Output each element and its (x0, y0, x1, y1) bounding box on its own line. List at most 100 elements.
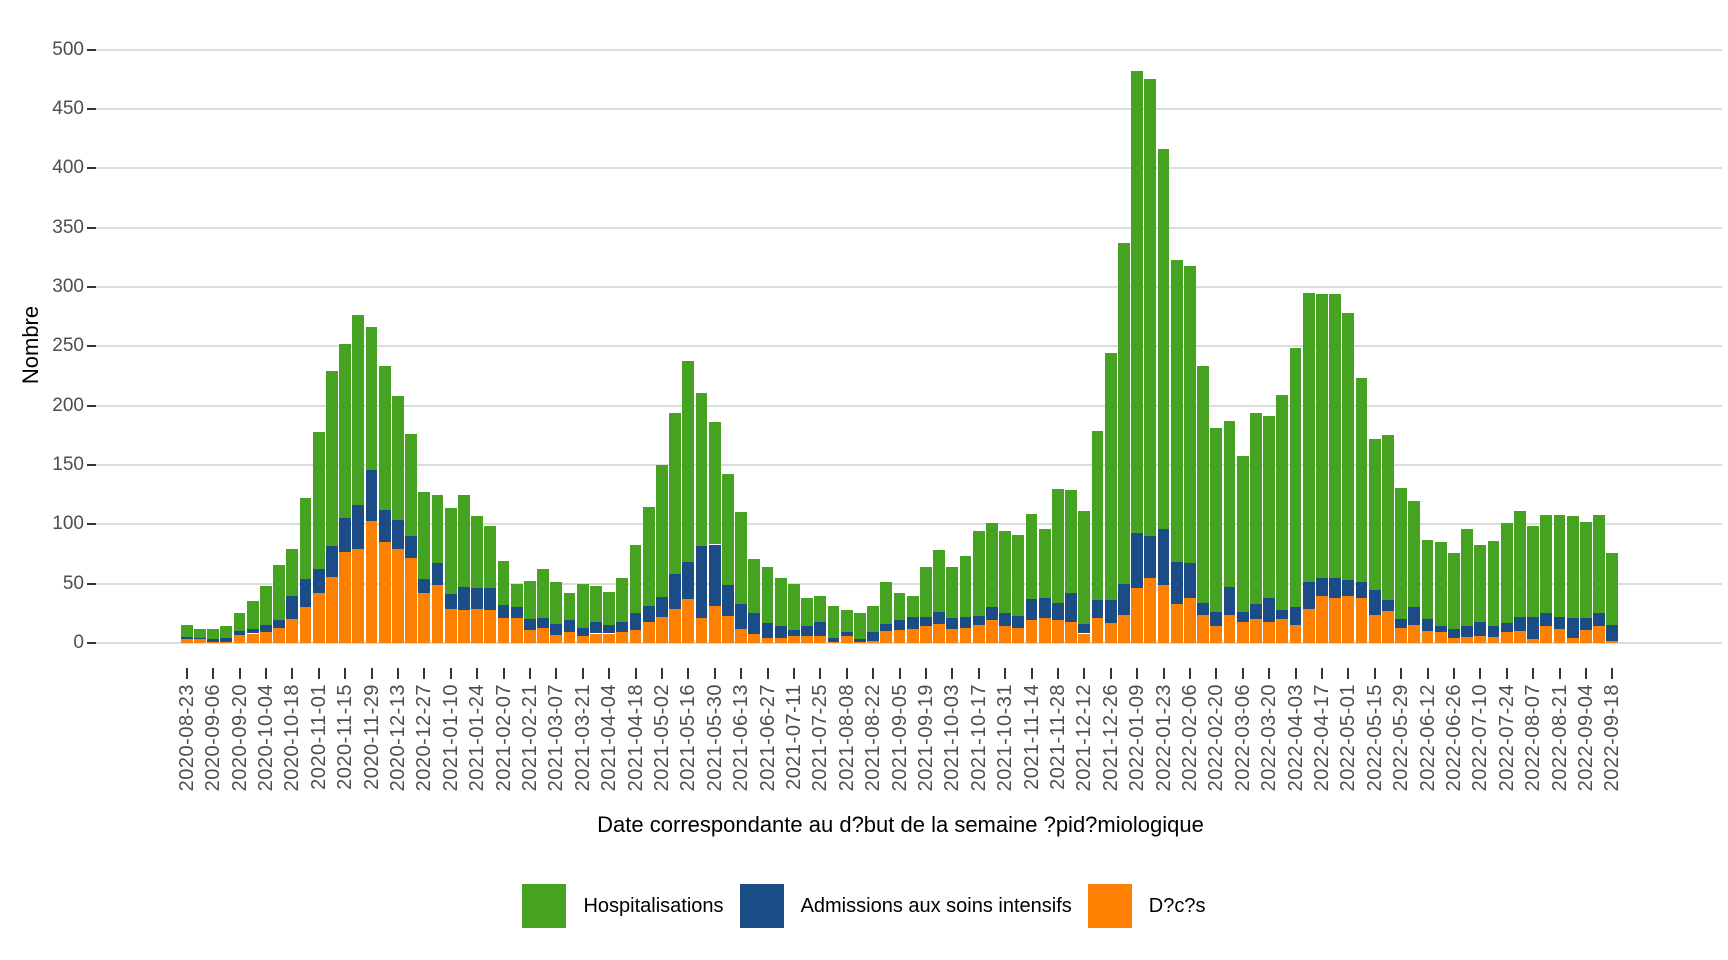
x-tick-mark (1268, 668, 1271, 679)
bar-segment (946, 618, 959, 629)
legend-label: Admissions aux soins intensifs (800, 894, 1072, 917)
bar-segment (1170, 562, 1183, 604)
bar-segment (1131, 71, 1143, 533)
y-tick-mark (87, 404, 96, 407)
x-tick-mark (1479, 668, 1482, 679)
bar-segment (497, 618, 510, 643)
x-tick-label: 2022-05-15 (1363, 684, 1386, 792)
bar-segment (207, 628, 219, 640)
bar-segment (1606, 640, 1619, 643)
bar-segment (326, 545, 338, 577)
y-tick-mark (87, 226, 96, 229)
bar-segment (748, 558, 761, 614)
bar-segment (1118, 614, 1130, 643)
bar-segment (986, 523, 998, 608)
bar-segment (1540, 514, 1553, 614)
bar-segment (365, 327, 378, 470)
bar-segment (405, 434, 417, 537)
y-tick-label: 0 (73, 632, 84, 653)
x-tick-mark (396, 668, 399, 679)
x-tick-label: 2022-06-26 (1442, 684, 1465, 792)
bar-segment (207, 639, 219, 642)
bar-segment (867, 606, 879, 633)
x-tick-label: 2022-03-06 (1231, 684, 1254, 792)
x-tick-mark (1056, 668, 1059, 679)
x-tick-mark (1558, 668, 1561, 679)
bar-segment (180, 637, 193, 640)
bar-segment (880, 582, 893, 624)
bar-segment (840, 609, 853, 633)
x-tick-label: 2021-07-25 (809, 684, 832, 792)
bar-segment (1263, 621, 1275, 643)
bar-segment (1606, 625, 1619, 641)
bar-segment (378, 510, 391, 543)
bar-segment (1500, 622, 1513, 633)
x-tick-mark (1215, 668, 1218, 679)
bar-segment (814, 595, 827, 622)
x-tick-label: 2021-11-28 (1046, 684, 1069, 790)
bar-segment (1170, 259, 1183, 563)
bar-segment (999, 626, 1011, 643)
x-tick-label: 2022-02-06 (1178, 684, 1201, 792)
bar-segment (1052, 488, 1064, 603)
bar-segment (1091, 430, 1104, 601)
x-tick-mark (1109, 668, 1112, 679)
x-tick-mark (1188, 668, 1191, 679)
bar-segment (1316, 577, 1328, 596)
bar-segment (1527, 525, 1539, 617)
bar-segment (1065, 489, 1077, 594)
bar-segment (656, 596, 668, 617)
bar-segment (273, 627, 285, 643)
x-tick-mark (713, 668, 716, 679)
bar-segment (735, 603, 747, 629)
bar-segment (1302, 292, 1315, 583)
x-tick-mark (502, 668, 505, 679)
bar-segment (603, 591, 615, 626)
bar-segment (299, 578, 312, 608)
x-tick-label: 2021-10-03 (941, 684, 964, 792)
x-tick-mark (212, 668, 215, 679)
x-tick-mark (370, 668, 373, 679)
bar-segment (497, 605, 510, 619)
bar-segment (299, 498, 312, 579)
bar-segment (1144, 577, 1157, 643)
bar-segment (1316, 595, 1328, 643)
y-tick-mark (87, 345, 96, 348)
bar-segment (1421, 619, 1434, 632)
y-tick-mark (87, 285, 96, 288)
bar-segment (1104, 622, 1117, 643)
bar-segment (1368, 614, 1381, 643)
bar-segment (1368, 589, 1381, 615)
x-tick-mark (687, 668, 690, 679)
bar-segment (537, 618, 549, 628)
gridline (96, 285, 1722, 288)
x-tick-label: 2022-04-03 (1284, 684, 1307, 792)
y-tick-mark (87, 107, 96, 110)
y-tick-mark (87, 523, 96, 526)
x-tick-mark (1532, 668, 1535, 679)
x-tick-label: 2021-05-02 (650, 684, 673, 792)
x-tick-label: 2021-03-07 (545, 684, 568, 792)
bar-segment (656, 464, 668, 597)
x-tick-label: 2022-08-21 (1548, 684, 1571, 792)
bar-segment (1236, 455, 1249, 613)
bar-segment (326, 576, 338, 643)
bar-segment (1131, 588, 1143, 643)
bar-segment (1184, 597, 1196, 643)
bar-segment (906, 616, 919, 629)
bar-segment (365, 469, 378, 521)
bar-segment (1223, 421, 1236, 588)
bar-segment (273, 564, 285, 621)
bar-segment (1302, 582, 1315, 609)
bar-segment (576, 583, 589, 628)
x-tick-mark (660, 668, 663, 679)
bar-segment (444, 507, 457, 595)
bar-segment (339, 518, 351, 552)
gridline (96, 226, 1722, 229)
y-tick-label: 200 (52, 394, 84, 416)
bar-segment (1012, 615, 1025, 628)
legend-label: D?c?s (1148, 894, 1206, 917)
bar-segment (1118, 243, 1130, 584)
bar-segment (999, 531, 1011, 614)
bar-segment (563, 620, 576, 633)
